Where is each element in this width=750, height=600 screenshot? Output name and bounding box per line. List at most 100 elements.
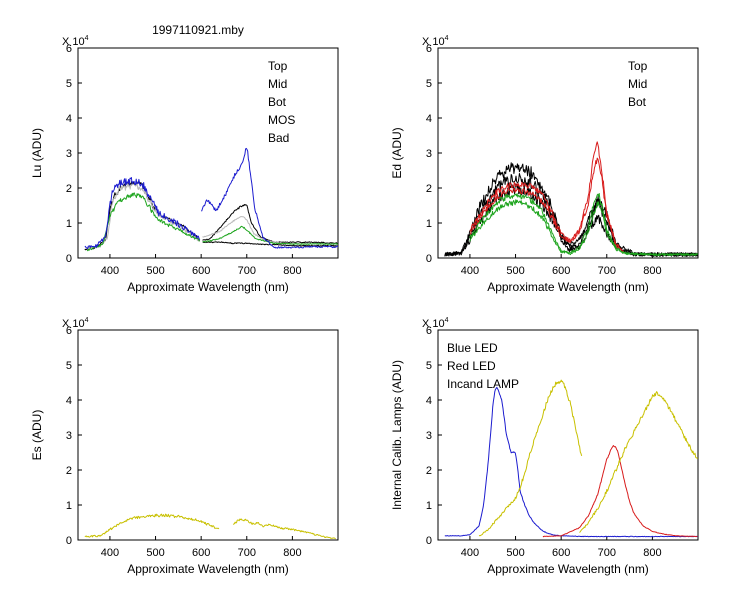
y-tick-label: 2	[66, 183, 72, 195]
series-line-incand-lamp	[579, 391, 698, 533]
legend-entry-bot: Bot	[268, 95, 287, 109]
y-tick-label: 1	[426, 500, 432, 512]
legend-entry-mid: Mid	[268, 77, 287, 91]
y-tick-label: 5	[66, 78, 72, 90]
x-tick-label: 700	[598, 265, 616, 277]
x-tick-label: 800	[643, 547, 661, 559]
x-tick-label: 500	[146, 547, 164, 559]
y-tick-label: 1	[66, 500, 72, 512]
y-tick-label: 0	[66, 535, 72, 547]
series-group	[84, 513, 336, 540]
series-line-blue-led	[444, 386, 698, 538]
y-tick-label: 2	[426, 465, 432, 477]
series-line-mos	[84, 177, 201, 250]
y-tick-label: 3	[66, 430, 72, 442]
y-tick-label: 4	[426, 395, 432, 407]
x-tick-label: 400	[461, 547, 479, 559]
y-tick-label: 3	[426, 430, 432, 442]
chart-ed: 0 1 2 3 4 5 6 400 500 600 700 800 X 104 Approximate W…	[390, 35, 699, 294]
y-tick-label: 4	[426, 113, 432, 125]
y-scale-label: X 104	[422, 35, 449, 48]
legend-entry-mid: Mid	[628, 77, 647, 91]
x-tick-label: 500	[506, 547, 524, 559]
x-tick-label: 500	[506, 265, 524, 277]
series-line-mid	[469, 157, 625, 253]
y-tick-label: 5	[426, 78, 432, 90]
series-line-mid	[469, 141, 625, 254]
y-scale-label: X 104	[62, 317, 89, 330]
x-tick-label: 700	[598, 547, 616, 559]
series-line-top	[202, 204, 338, 245]
y-tick-label: 1	[66, 218, 72, 230]
y-scale-exponent: 4	[445, 317, 449, 324]
x-tick-label: 400	[101, 547, 119, 559]
series-line-es	[232, 518, 336, 540]
series-line-mos	[201, 147, 338, 249]
legend-entry-blue-led: Blue LED	[447, 341, 498, 355]
x-tick-label: 800	[643, 265, 661, 277]
y-tick-label: 2	[426, 183, 432, 195]
plot-frame	[77, 329, 339, 541]
y-tick-label: 6	[66, 43, 72, 55]
x-tick-label: 700	[238, 547, 256, 559]
y-axis-label: Es (ADU)	[30, 410, 44, 461]
chart-lu: 0 1 2 3 4 5 6 400 500 600 700 800 X 104 Approximate W…	[30, 35, 339, 294]
chart-es: 0 1 2 3 4 5 6 400 500 600 700 800 X 104 Approximate W…	[30, 317, 339, 576]
y-tick-label: 1	[426, 218, 432, 230]
x-tick-label: 600	[192, 265, 210, 277]
y-scale-exponent: 4	[445, 35, 449, 42]
x-tick-label: 600	[192, 547, 210, 559]
y-axis-label: Internal Calib. Lamps (ADU)	[390, 360, 404, 510]
legend-entry-top: Top	[628, 59, 648, 73]
y-scale-exponent: 4	[85, 317, 89, 324]
x-axis-label: Approximate Wavelength (nm)	[127, 280, 289, 294]
series-line-bot	[202, 225, 338, 245]
y-scale-label: X 104	[62, 35, 89, 48]
y-tick-label: 5	[426, 360, 432, 372]
x-tick-label: 400	[461, 265, 479, 277]
chart-calib-lamps: 0 1 2 3 4 5 6 400 500 600 700 800 X 104 Approximate W…	[390, 317, 699, 576]
y-scale-exponent: 4	[85, 35, 89, 42]
legend-entry-incand-lamp: Incand LAMP	[447, 377, 519, 391]
x-tick-label: 600	[552, 265, 570, 277]
series-line-incand-lamp	[478, 379, 583, 537]
x-tick-label: 800	[283, 547, 301, 559]
series-group	[444, 141, 698, 257]
legend-entry-mos: MOS	[268, 113, 295, 127]
legend-entry-bad: Bad	[268, 131, 289, 145]
series-line-es	[84, 513, 220, 538]
y-tick-label: 0	[426, 253, 432, 265]
x-tick-label: 800	[283, 265, 301, 277]
x-tick-label: 500	[146, 265, 164, 277]
series-line-bot	[469, 199, 698, 256]
x-axis-label: Approximate Wavelength (nm)	[487, 562, 649, 576]
y-tick-label: 0	[426, 535, 432, 547]
figure-title: 1997110921.mby	[152, 23, 244, 37]
plot-frame	[77, 47, 339, 259]
series-group	[84, 147, 338, 252]
series-group	[444, 379, 698, 538]
y-axis-label: Lu (ADU)	[30, 128, 44, 178]
legend-entry-top: Top	[268, 59, 288, 73]
x-tick-label: 600	[552, 547, 570, 559]
x-axis-label: Approximate Wavelength (nm)	[487, 280, 649, 294]
x-axis-label: Approximate Wavelength (nm)	[127, 562, 289, 576]
y-tick-label: 3	[426, 148, 432, 160]
legend-entry-red-led: Red LED	[447, 359, 496, 373]
y-tick-label: 6	[426, 325, 432, 337]
y-tick-label: 6	[66, 325, 72, 337]
y-tick-label: 0	[66, 253, 72, 265]
x-tick-label: 400	[101, 265, 119, 277]
y-tick-label: 4	[66, 113, 72, 125]
y-tick-label: 2	[66, 465, 72, 477]
y-tick-label: 4	[66, 395, 72, 407]
y-tick-label: 3	[66, 148, 72, 160]
y-scale-label: X 104	[422, 317, 449, 330]
series-line-bot	[469, 193, 698, 256]
x-tick-label: 700	[238, 265, 256, 277]
legend-entry-bot: Bot	[628, 95, 647, 109]
y-tick-label: 6	[426, 43, 432, 55]
y-axis-label: Ed (ADU)	[390, 127, 404, 178]
y-tick-label: 5	[66, 360, 72, 372]
